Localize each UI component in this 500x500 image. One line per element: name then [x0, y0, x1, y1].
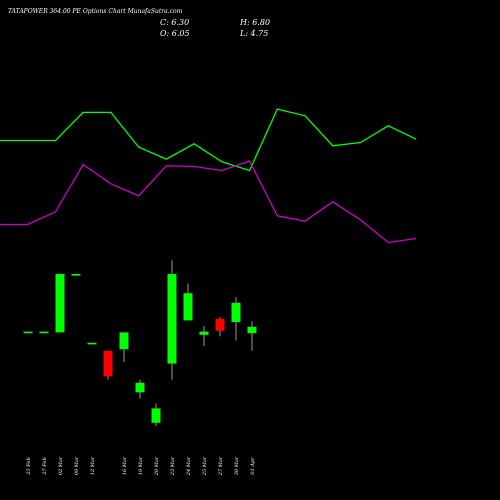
candle-body	[247, 326, 257, 334]
high-price-label: H: 6.80	[240, 18, 271, 27]
candle-body	[199, 331, 209, 335]
candle-body	[135, 382, 145, 393]
candle-body	[71, 274, 81, 276]
x-tick-label: 27 Mar	[218, 456, 224, 476]
candle-body	[231, 302, 241, 322]
x-tick-label: 20 Mar	[154, 456, 160, 476]
x-tick-label: 16 Mar	[122, 456, 128, 475]
open-price-label: O: 6.05	[160, 29, 190, 38]
candle-body	[215, 318, 225, 331]
x-tick-label: 23 Mar	[170, 456, 176, 476]
indicator-line-1	[0, 108, 417, 172]
x-tick-label: 19 Mar	[138, 456, 144, 475]
low-price-label: L: 4.75	[240, 29, 269, 38]
candle-body	[23, 331, 33, 334]
candle-body	[151, 408, 161, 423]
candle-body	[55, 274, 65, 333]
x-tick-label: 09 Mar	[74, 456, 80, 475]
x-tick-label: 12 Mar	[90, 456, 96, 475]
candle-body	[39, 331, 49, 334]
chart-title: TATAPOWER 364.00 PE Options Chart Munafa…	[8, 8, 183, 15]
x-tick-label: 27 Feb	[42, 457, 48, 475]
candle-body	[183, 293, 193, 321]
indicator-line-2	[0, 160, 417, 244]
candle-body	[87, 342, 97, 345]
x-tick-label: 30 Mar	[234, 456, 240, 475]
candle-body	[167, 274, 177, 364]
x-tick-label: 25 Feb	[26, 457, 32, 475]
candle-body	[103, 350, 113, 377]
x-tick-label: 02 Mar	[58, 456, 64, 475]
candle-body	[119, 332, 129, 350]
x-tick-label: 01 Apr	[250, 457, 256, 475]
x-tick-label: 24 Mar	[186, 456, 192, 476]
x-tick-label: 25 Mar	[202, 456, 208, 476]
close-price-label: C: 6.30	[160, 18, 190, 27]
